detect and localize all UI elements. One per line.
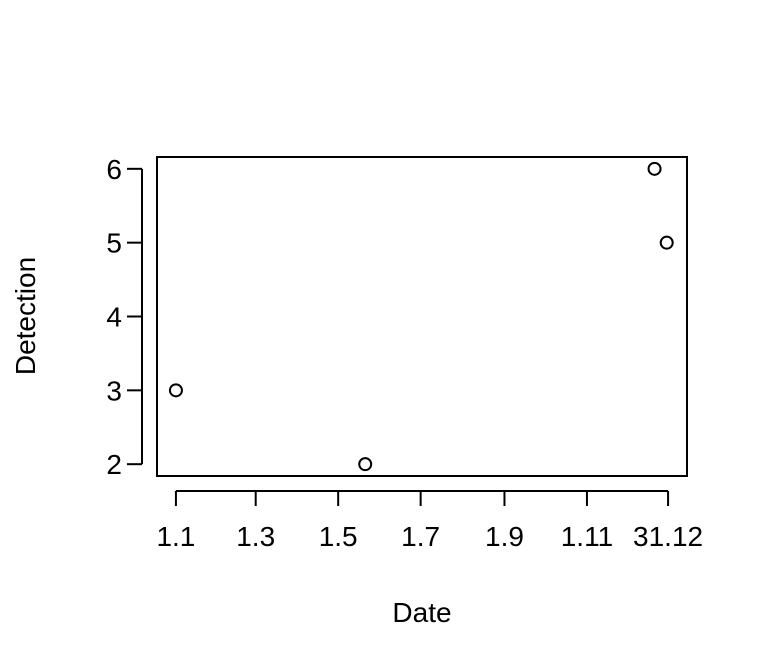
x-tick-label: 1.9	[485, 521, 524, 552]
x-tick-label: 31.12	[633, 521, 703, 552]
x-tick-label: 1.5	[319, 521, 358, 552]
x-axis-label: Date	[392, 597, 451, 628]
y-tick-label: 3	[106, 375, 122, 406]
x-tick-label: 1.1	[156, 521, 195, 552]
y-axis: 2 3 4 5 6	[106, 154, 143, 480]
y-axis-label: Detection	[10, 257, 41, 375]
x-tick-label: 1.7	[401, 521, 440, 552]
y-tick-label: 5	[106, 228, 122, 259]
x-tick-label: 1.3	[236, 521, 275, 552]
y-tick-label: 2	[106, 449, 122, 480]
x-tick-label: 1.11	[561, 521, 613, 552]
data-point	[659, 235, 674, 250]
x-axis: 1.1 1.3 1.5 1.7 1.9 1.11 31.12	[156, 490, 703, 552]
data-points	[168, 161, 674, 472]
y-tick-label: 6	[106, 154, 122, 185]
y-tick-label: 4	[106, 302, 122, 333]
data-point	[168, 383, 183, 398]
data-point	[358, 457, 373, 472]
plot-frame	[156, 156, 688, 477]
data-point	[647, 161, 662, 176]
